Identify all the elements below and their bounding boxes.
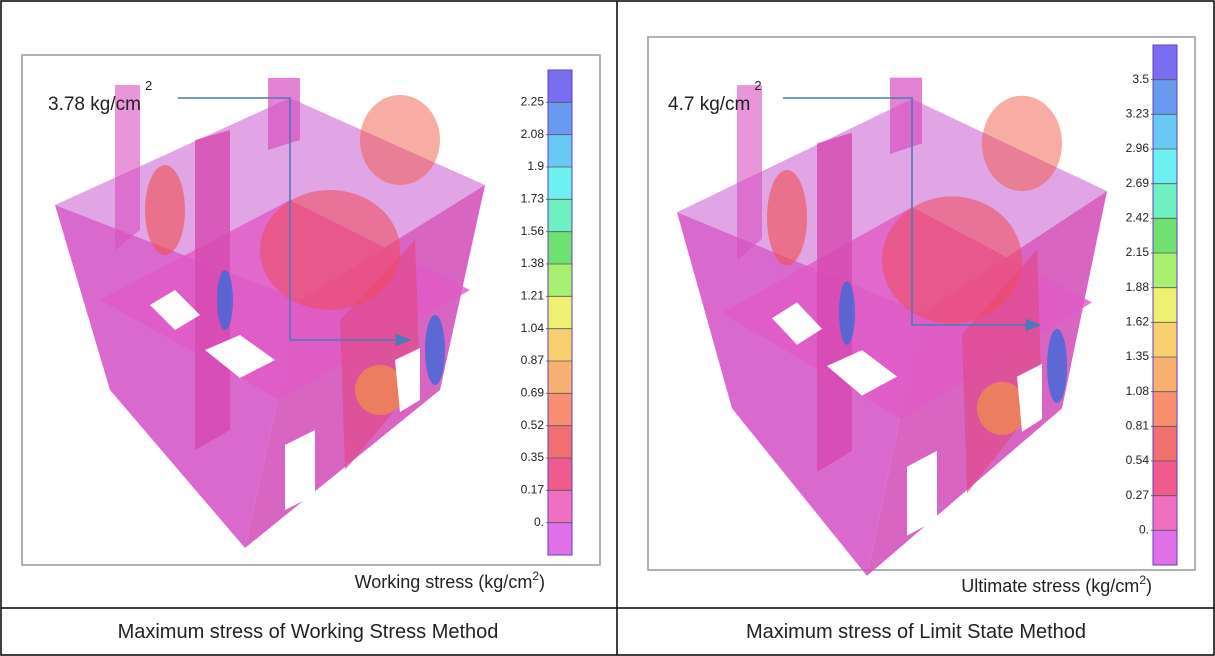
legend-label: 1.88 [1126,280,1150,294]
colorbar-band [548,361,572,394]
legend-caption: Ultimate stress (kg/cm2) [961,573,1152,596]
legend-label: 0. [534,515,544,529]
legend-label: 0.17 [521,483,545,497]
annotation-superscript: 2 [145,78,152,93]
caption-text: Working stress (kg/cm [355,572,533,592]
colorbar-band [1153,253,1177,288]
legend-label: 1.56 [521,224,545,238]
legend-label: 1.38 [521,256,545,270]
colorbar-band [1153,322,1177,357]
colorbar-band [548,135,572,168]
legend-label: 0. [1139,523,1149,537]
colorbar-band [548,329,572,362]
colorbar-band [548,102,572,135]
colorbar-band [1153,288,1177,323]
legend-label: 1.9 [527,159,544,173]
caption-text: Ultimate stress (kg/cm [961,576,1139,596]
colorbar-band [1153,530,1177,565]
legend-label: 2.15 [1126,245,1150,259]
legend-label: 2.69 [1126,176,1150,190]
legend-label: 1.21 [521,289,545,303]
legend-label: 1.08 [1126,384,1150,398]
caption-suffix: ) [539,572,545,592]
legend-label: 0.69 [521,386,545,400]
legend-label: 0.35 [521,450,545,464]
legend-label: 2.25 [521,95,545,109]
colorbar-band [1153,80,1177,115]
colorbar-band [548,426,572,459]
legend-caption: Working stress (kg/cm2) [355,569,545,592]
colorbar-band [548,296,572,329]
colorbar-band [1153,218,1177,253]
colorbar-band [548,167,572,200]
colorbar-band [1153,45,1177,80]
colorbar-band [1153,357,1177,392]
legend-label: 0.52 [521,418,545,432]
annotation-text: 3.78 kg/cm [48,94,141,115]
colorbar-band [1153,496,1177,531]
legend-label: 3.23 [1126,107,1150,121]
annotation-superscript: 2 [754,78,761,93]
legend-label: 0.54 [1126,453,1150,467]
colorbar-band [1153,461,1177,496]
legend-label: 0.27 [1126,488,1150,502]
legend-label: 1.62 [1126,315,1150,329]
caption-suffix: ) [1146,576,1152,596]
colorbar-band [548,264,572,297]
colorbar-band [548,458,572,491]
colorbar-band [548,232,572,265]
legend-label: 0.81 [1126,419,1150,433]
legend-label: 1.35 [1126,349,1150,363]
colorbar-band [1153,392,1177,427]
colorbar-band [1153,114,1177,149]
colorbar-band [548,523,572,556]
colorbar-band [1153,426,1177,461]
legend-label: 2.08 [521,127,545,141]
legend-label: 2.42 [1126,211,1150,225]
colorbar-band [1153,149,1177,184]
colorbar-band [548,393,572,426]
annotation-text: 4.7 kg/cm [668,94,750,115]
figure: 2.25 2.08 1.9 1.73 1.56 1.38 1.21 1.04 0.87 0.69 0… [0,0,1215,656]
colorbar-band [1153,184,1177,219]
colorbar-band [548,199,572,232]
legend-label: 0.87 [521,353,545,367]
colorbar-band [548,490,572,523]
figure-caption: Maximum stress of Working Stress Method [118,621,499,643]
legend-label: 3.5 [1132,72,1149,86]
legend-label: 1.04 [521,321,545,335]
legend-label: 2.96 [1126,141,1150,155]
figure-caption: Maximum stress of Limit State Method [746,621,1086,643]
legend-label: 1.73 [521,192,545,206]
colorbar-band [548,70,572,103]
